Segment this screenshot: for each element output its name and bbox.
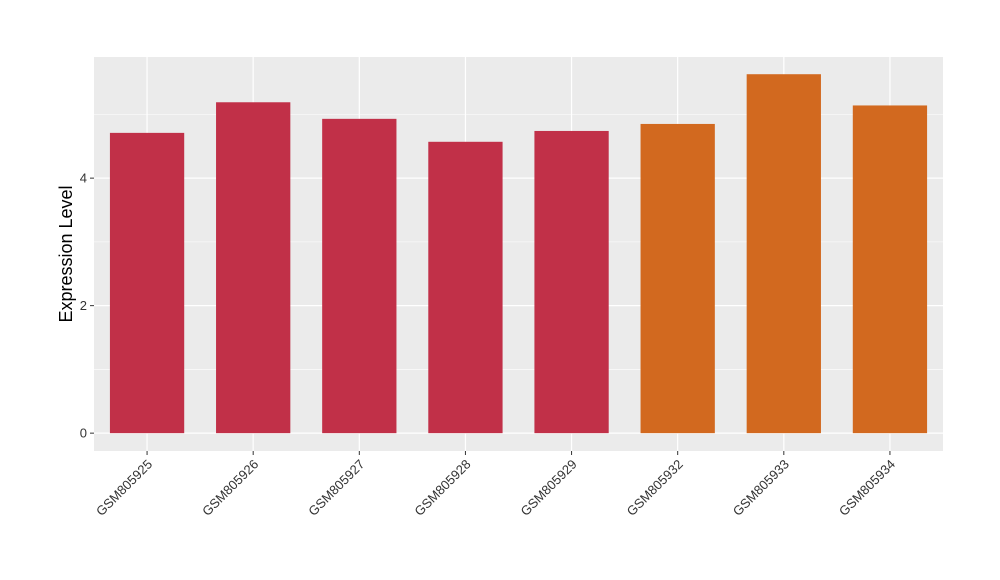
bar-GSM805926 [216,102,291,434]
bar-GSM805934 [852,105,928,434]
bar-GSM805933 [746,74,821,434]
x-tick-label: GSM805925 [93,457,155,519]
y-tick-label: 4 [80,171,87,186]
x-tick-label: GSM805928 [411,457,473,519]
x-tick-label: GSM805929 [517,457,579,519]
y-tick-label: 0 [80,426,87,441]
x-tick-label: GSM805927 [305,457,367,519]
x-tick-label: GSM805926 [199,457,261,519]
x-axis: GSM805925 GSM805926 GSM805927 GSM805928 GSM8… [93,451,898,519]
y-axis-title: Expression Level [56,185,76,322]
bar-GSM805932 [640,123,715,434]
x-tick-label: GSM805932 [624,457,686,519]
x-tick-label: GSM805934 [836,457,898,519]
y-axis: 0 2 4 [80,171,94,441]
bars-group [109,74,928,434]
bar-GSM805925 [109,132,185,434]
y-tick-label: 2 [80,298,87,313]
x-tick-label: GSM805933 [730,457,792,519]
bar-GSM805927 [322,118,397,434]
bar-GSM805928 [428,141,503,434]
bar-GSM805929 [534,130,609,434]
